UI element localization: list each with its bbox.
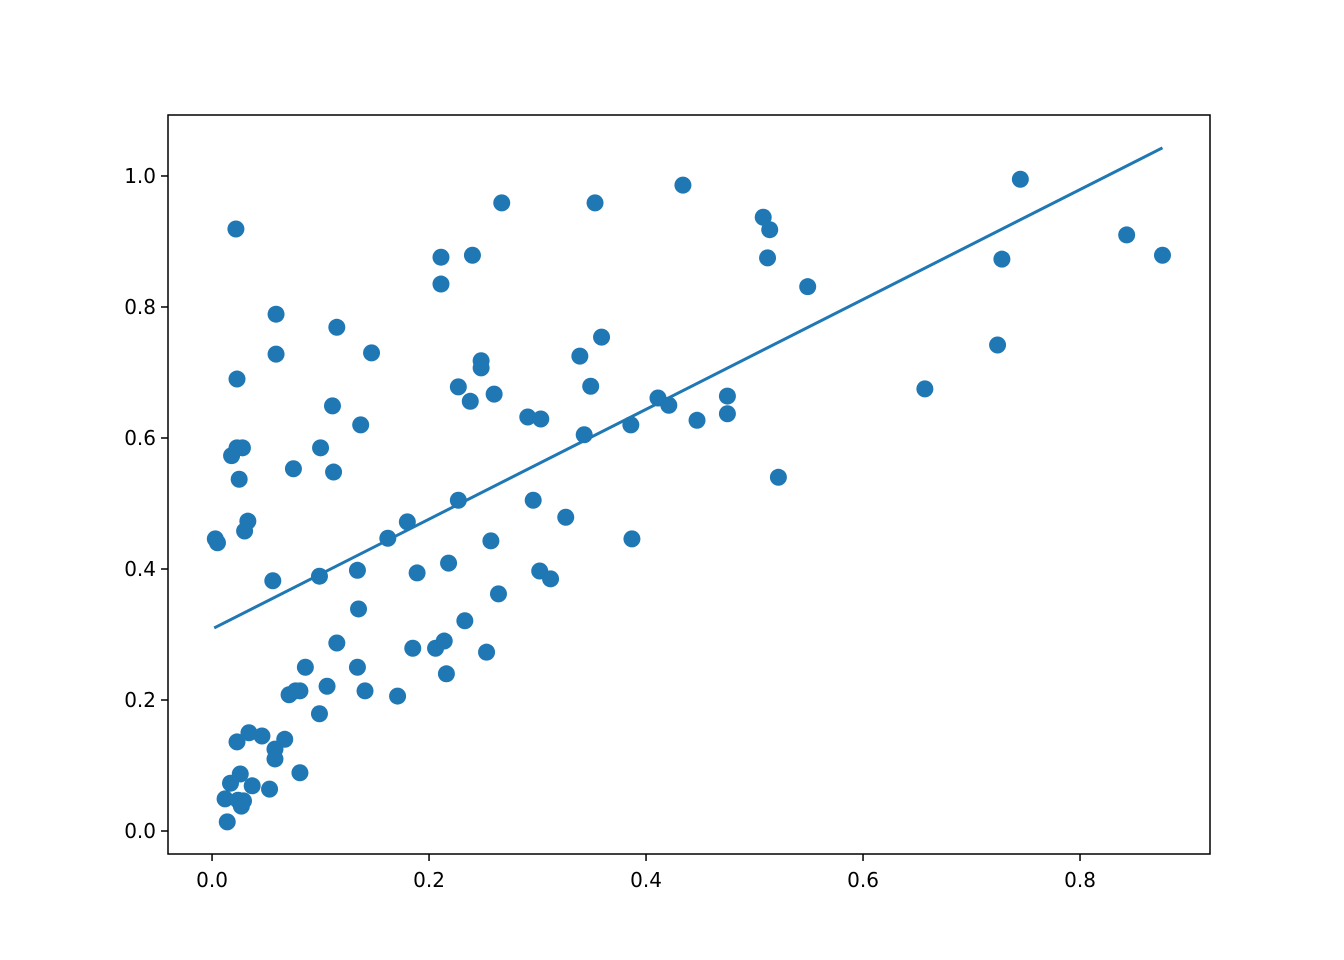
- y-tick-label: 0.8: [124, 295, 156, 319]
- point: [493, 194, 511, 212]
- point: [485, 385, 503, 403]
- plot-frame: [167, 114, 1211, 855]
- point: [228, 370, 246, 388]
- point: [348, 561, 366, 579]
- point: [432, 275, 450, 293]
- point: [233, 439, 251, 457]
- point: [754, 208, 772, 226]
- point: [323, 397, 341, 415]
- y-tick-label: 0.4: [124, 557, 156, 581]
- point: [989, 336, 1007, 354]
- point: [267, 305, 285, 323]
- y-tick-label: 1.0: [124, 164, 156, 188]
- point: [229, 791, 247, 809]
- point: [310, 705, 328, 723]
- point: [350, 600, 368, 618]
- point: [328, 318, 346, 336]
- point: [916, 380, 934, 398]
- point: [449, 378, 467, 396]
- y-tick-label: 0.6: [124, 426, 156, 450]
- point: [761, 221, 779, 239]
- point: [208, 534, 226, 552]
- point: [482, 532, 500, 550]
- point: [284, 460, 302, 478]
- point: [519, 408, 537, 426]
- point: [674, 176, 692, 194]
- x-tick-label: 0.8: [1064, 868, 1096, 892]
- x-tick-label: 0.0: [196, 868, 228, 892]
- x-tick-label: 0.6: [847, 868, 879, 892]
- x-tick-label: 0.4: [630, 868, 662, 892]
- fit-line: [213, 146, 1164, 630]
- point: [769, 468, 787, 486]
- point: [582, 377, 600, 395]
- point: [218, 813, 236, 831]
- point: [1118, 226, 1136, 244]
- point: [291, 682, 309, 700]
- y-tick-label: 0.0: [124, 819, 156, 843]
- point: [435, 632, 453, 650]
- point: [253, 727, 271, 745]
- point: [1153, 246, 1171, 264]
- point: [593, 328, 611, 346]
- point: [276, 730, 294, 748]
- point: [571, 347, 589, 365]
- point: [437, 665, 455, 683]
- point: [266, 750, 284, 768]
- point: [261, 780, 279, 798]
- point: [489, 585, 507, 603]
- point: [478, 643, 496, 661]
- point: [264, 572, 282, 590]
- point: [356, 682, 374, 700]
- point: [718, 405, 736, 423]
- point: [799, 278, 817, 296]
- point: [363, 344, 381, 362]
- point: [318, 677, 336, 695]
- point: [461, 392, 479, 410]
- point: [688, 411, 706, 429]
- point: [325, 463, 343, 481]
- point: [1011, 170, 1029, 188]
- point: [216, 790, 234, 808]
- point: [236, 522, 254, 540]
- point: [291, 764, 309, 782]
- point: [408, 564, 426, 582]
- point: [759, 249, 777, 267]
- point: [586, 194, 604, 212]
- point: [623, 530, 641, 548]
- point: [227, 220, 245, 238]
- point: [532, 410, 550, 428]
- x-tick-label: 0.2: [413, 868, 445, 892]
- point: [240, 724, 258, 742]
- point: [432, 248, 450, 266]
- point: [296, 658, 314, 676]
- point: [328, 634, 346, 652]
- point: [243, 777, 261, 795]
- point: [348, 658, 366, 676]
- point: [542, 570, 560, 588]
- point: [404, 639, 422, 657]
- point: [267, 345, 285, 363]
- point: [463, 246, 481, 264]
- point: [230, 470, 248, 488]
- point: [228, 733, 246, 751]
- point: [993, 250, 1011, 268]
- point: [352, 416, 370, 434]
- point: [440, 554, 458, 572]
- point: [718, 387, 736, 405]
- point: [456, 612, 474, 630]
- point: [472, 359, 490, 377]
- point: [524, 491, 542, 509]
- point: [312, 439, 330, 457]
- point: [449, 491, 467, 509]
- point: [398, 513, 416, 531]
- point: [231, 765, 249, 783]
- point: [389, 687, 407, 705]
- point: [557, 508, 575, 526]
- y-tick-label: 0.2: [124, 688, 156, 712]
